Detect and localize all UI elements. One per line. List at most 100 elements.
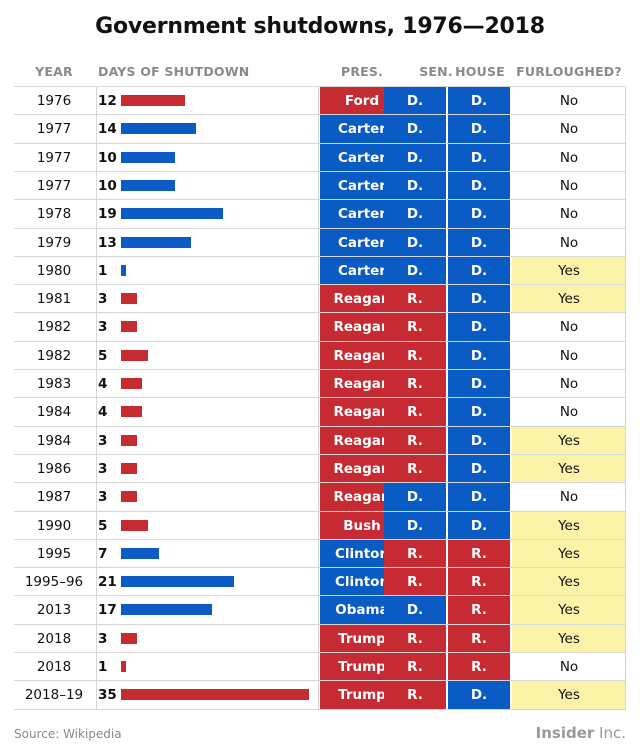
days-bar xyxy=(121,321,138,333)
days-label: 10 xyxy=(98,149,117,166)
days-bar xyxy=(121,208,224,220)
furloughed-cell: No xyxy=(559,93,579,109)
source-note: Source: Wikipedia xyxy=(14,727,122,741)
year-cell: 1984 xyxy=(36,404,72,421)
days-label: 13 xyxy=(98,234,117,251)
year-cell: 1995–96 xyxy=(24,574,84,591)
furloughed-cell: No xyxy=(559,121,579,138)
days-bar xyxy=(121,293,138,305)
senate-cell: D. xyxy=(384,511,446,540)
days-bar xyxy=(121,491,138,503)
days-bar xyxy=(121,95,186,106)
house-cell: D. xyxy=(448,511,510,540)
year-cell: 1977 xyxy=(36,149,72,166)
senate-cell: D. xyxy=(384,596,446,625)
house-cell: R. xyxy=(448,596,510,625)
days-bar xyxy=(121,576,234,588)
table-row: 1980 1 Carter D. D. Yes xyxy=(14,255,626,285)
year-cell: 1990 xyxy=(36,517,72,534)
furloughed-cell: Yes xyxy=(512,568,626,597)
year-cell: 1982 xyxy=(36,319,72,336)
year-cell: 2013 xyxy=(36,602,72,619)
year-cell: 1976 xyxy=(36,93,72,109)
house-cell: D. xyxy=(448,115,510,144)
days-label: 17 xyxy=(98,602,117,619)
year-cell: 1995 xyxy=(36,545,72,562)
days-label: 3 xyxy=(98,489,108,506)
days-bar xyxy=(121,264,127,276)
days-bar xyxy=(121,179,175,191)
table-row: 1977 14 Carter D. D. No xyxy=(14,114,626,144)
senate-cell: R. xyxy=(384,454,446,483)
brand-suffix: Inc. xyxy=(594,724,626,742)
year-cell: 1978 xyxy=(36,206,72,223)
senate-cell: R. xyxy=(384,285,446,314)
furloughed-cell: No xyxy=(559,234,579,251)
days-label: 12 xyxy=(98,93,117,109)
year-cell: 2018–19 xyxy=(24,687,84,704)
house-cell: R. xyxy=(448,653,510,681)
header-year: YEAR xyxy=(35,64,73,79)
year-cell: 1977 xyxy=(36,121,72,138)
header-days: DAYS OF SHUTDOWN xyxy=(98,64,250,79)
days-label: 21 xyxy=(98,574,117,591)
days-bar xyxy=(121,689,309,701)
column-divider xyxy=(625,86,626,709)
table-row: 1979 13 Carter D. D. No xyxy=(14,227,626,257)
year-cell: 1979 xyxy=(36,234,72,251)
days-label: 3 xyxy=(98,432,108,449)
days-bar xyxy=(121,519,148,531)
header-furloughed: FURLOUGHED? xyxy=(516,64,622,79)
days-label: 3 xyxy=(98,460,108,477)
chart-title: Government shutdowns, 1976—2018 xyxy=(95,14,545,39)
senate-cell: R. xyxy=(384,653,446,681)
year-cell: 1980 xyxy=(36,262,72,279)
senate-cell: R. xyxy=(384,681,446,710)
house-cell: D. xyxy=(448,313,510,342)
senate-cell: D. xyxy=(384,483,446,512)
house-cell: D. xyxy=(448,454,510,483)
table-row: 1978 19 Carter D. D. No xyxy=(14,199,626,229)
house-cell: D. xyxy=(448,200,510,229)
house-cell: D. xyxy=(448,285,510,314)
days-label: 3 xyxy=(98,630,108,647)
senate-cell: D. xyxy=(384,115,446,144)
table-row: 1995–96 21 Clinton R. R. Yes xyxy=(14,567,626,597)
furloughed-cell: Yes xyxy=(512,596,626,625)
table-row: 1976 12 Ford D. D. No xyxy=(14,86,626,115)
days-label: 3 xyxy=(98,319,108,336)
days-label: 4 xyxy=(98,404,108,421)
year-cell: 1983 xyxy=(36,376,72,392)
furloughed-cell: Yes xyxy=(512,681,626,710)
senate-cell: R. xyxy=(384,370,446,398)
table-row: 2018 1 Trump R. R. No xyxy=(14,652,626,681)
house-cell: D. xyxy=(448,426,510,455)
table-row: 1982 5 Reagan R. D. No xyxy=(14,340,626,370)
days-bar xyxy=(121,151,175,163)
furloughed-cell: Yes xyxy=(512,426,626,455)
year-cell: 1982 xyxy=(36,347,72,364)
days-bar xyxy=(121,632,138,644)
days-bar xyxy=(121,378,143,389)
table-row: 1984 4 Reagan R. D. No xyxy=(14,397,626,427)
table-row: 1986 3 Reagan R. D. Yes xyxy=(14,453,626,483)
days-bar xyxy=(121,661,127,672)
brand-logo: Insider Inc. xyxy=(536,724,626,742)
furloughed-cell: Yes xyxy=(512,511,626,540)
house-cell: D. xyxy=(448,370,510,398)
table-row: 2013 17 Obama D. R. Yes xyxy=(14,595,626,625)
house-cell: D. xyxy=(448,87,510,115)
furloughed-cell: Yes xyxy=(512,624,626,653)
house-cell: R. xyxy=(448,568,510,597)
days-label: 35 xyxy=(98,687,117,704)
senate-cell: R. xyxy=(384,568,446,597)
brand-name: Insider xyxy=(535,724,595,742)
house-cell: R. xyxy=(448,624,510,653)
table-row: 1990 5 Bush D. D. Yes xyxy=(14,510,626,540)
year-cell: 1977 xyxy=(36,177,72,194)
days-bar xyxy=(121,547,159,559)
house-cell: D. xyxy=(448,398,510,427)
days-label: 1 xyxy=(98,659,108,675)
senate-cell: D. xyxy=(384,200,446,229)
days-label: 5 xyxy=(98,517,108,534)
